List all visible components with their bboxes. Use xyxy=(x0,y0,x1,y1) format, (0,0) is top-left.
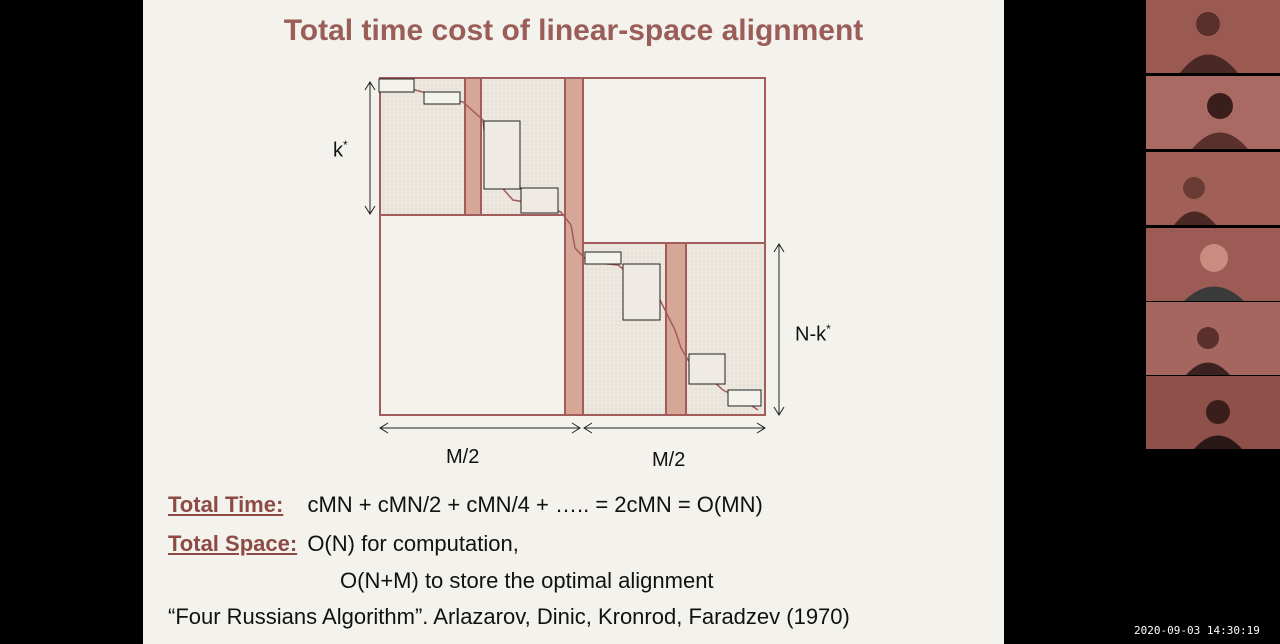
total-space-label: Total Space: xyxy=(168,531,298,556)
total-time-line: Total Time: cMN + cMN/2 + cMN/4 + ….. = … xyxy=(168,492,763,518)
sub-box-5 xyxy=(584,251,622,265)
participant-video[interactable] xyxy=(1146,302,1280,375)
participant-video[interactable] xyxy=(1146,0,1280,73)
m-half-right-label: M/2 xyxy=(652,449,686,471)
participant-video[interactable] xyxy=(1146,228,1280,301)
m-half-left-arrow xyxy=(379,422,581,434)
total-time-label: Total Time: xyxy=(168,492,284,517)
sub-box-6 xyxy=(622,263,661,321)
m-half-right-arrow xyxy=(583,422,766,434)
total-space-value-2: O(N+M) to store the optimal alignment xyxy=(340,568,714,593)
slide-title: Total time cost of linear-space alignmen… xyxy=(283,14,864,47)
sub-box-4 xyxy=(520,187,559,214)
sub-box-8 xyxy=(727,389,762,407)
recording-timestamp: 2020-09-03 14:30:19 xyxy=(1134,624,1260,637)
person-silhouette-icon xyxy=(1192,93,1248,149)
person-silhouette-icon xyxy=(1194,400,1242,449)
participant-video[interactable] xyxy=(1146,376,1280,449)
sub-box-1 xyxy=(378,78,415,93)
n-minus-k-star-label: N-k* xyxy=(795,322,831,346)
total-space-line: Total Space: O(N) for computation, xyxy=(168,531,519,557)
middle-column-right xyxy=(665,242,687,416)
middle-column-left xyxy=(464,77,482,216)
participant-video[interactable] xyxy=(1146,152,1280,225)
participant-video[interactable] xyxy=(1146,76,1280,149)
total-time-formula: cMN + cMN/2 + cMN/4 + ….. = 2cMN = O(MN) xyxy=(307,492,763,517)
person-silhouette-icon xyxy=(1186,327,1230,375)
sub-box-3 xyxy=(483,120,521,190)
m-half-left-label: M/2 xyxy=(446,446,480,468)
k-star-arrow xyxy=(364,81,376,215)
alignment-diagram xyxy=(364,77,785,434)
total-space-value: O(N) for computation, xyxy=(307,531,519,556)
person-silhouette-icon xyxy=(1180,12,1238,73)
sub-box-7 xyxy=(688,353,726,385)
k-star-label: k* xyxy=(333,138,348,162)
sub-box-2 xyxy=(423,91,461,105)
citation: “Four Russians Algorithm”. Arlazarov, Di… xyxy=(168,604,850,629)
slide: Total time cost of linear-space alignmen… xyxy=(143,0,1004,644)
person-silhouette-icon xyxy=(1174,177,1216,225)
person-silhouette-icon xyxy=(1184,244,1244,301)
n-minus-k-star-arrow xyxy=(773,243,785,416)
participant-gallery xyxy=(1146,0,1280,450)
